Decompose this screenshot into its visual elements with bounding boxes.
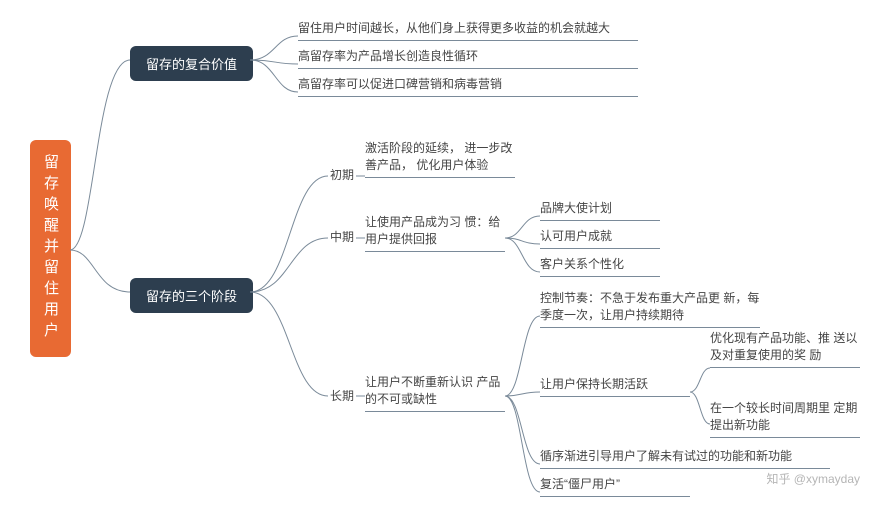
long-sub-active: 让用户保持长期活跃 bbox=[540, 376, 690, 397]
stage-long-label: 长期 bbox=[330, 388, 354, 405]
branch-three-stages: 留存的三个阶段 bbox=[130, 278, 253, 313]
leaf-b1c3: 高留存率可以促进口碑营销和病毒营销 bbox=[298, 76, 638, 97]
stage-early-label: 初期 bbox=[330, 167, 354, 184]
root-node: 留存唤醒并留住用户 bbox=[30, 140, 71, 357]
mid-sub-recognize: 认可用户成就 bbox=[540, 228, 660, 249]
long-sub-rhythm: 控制节奏：不急于发布重大产品更 新，每季度一次，让用户持续期待 bbox=[540, 290, 760, 328]
stage-long-note: 让用户不断重新认识 产品的不可或缺性 bbox=[365, 374, 505, 412]
long-sub-gradual: 循序渐进引导用户了解未有试过的功能和新功能 bbox=[540, 448, 830, 469]
stage-mid-label: 中期 bbox=[330, 229, 354, 246]
watermark: 知乎 @xymayday bbox=[766, 470, 860, 487]
stage-mid-note: 让使用产品成为习 惯：给用户提供回报 bbox=[365, 214, 505, 252]
leaf-b1c1: 留住用户时间越长，从他们身上获得更多收益的机会就越大 bbox=[298, 20, 638, 41]
branch-compound-value: 留存的复合价值 bbox=[130, 46, 253, 81]
deep-optimize: 优化现有产品功能、推 送以及对重复使用的奖 励 bbox=[710, 330, 860, 368]
mid-sub-personalize: 客户关系个性化 bbox=[540, 256, 660, 277]
long-sub-revive: 复活“僵尸用户” bbox=[540, 476, 690, 497]
leaf-b1c2: 高留存率为产品增长创造良性循环 bbox=[298, 48, 638, 69]
deep-periodic: 在一个较长时间周期里 定期提出新功能 bbox=[710, 400, 860, 438]
mid-sub-brand: 品牌大使计划 bbox=[540, 200, 660, 221]
stage-early-note: 激活阶段的延续， 进一步改善产品， 优化用户体验 bbox=[365, 140, 515, 178]
